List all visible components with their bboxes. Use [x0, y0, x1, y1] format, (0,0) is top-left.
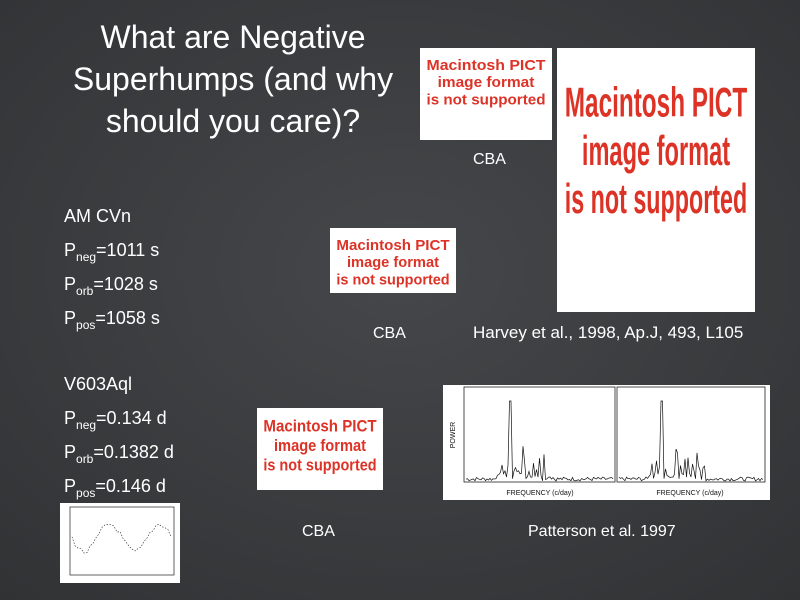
placeholder-text: is not supported: [426, 91, 545, 108]
period-symbol: P: [64, 274, 76, 294]
placeholder-text: is not supported: [565, 175, 747, 222]
star-name: V603Aql: [64, 374, 132, 394]
spectrum-plot: POWER FREQUENCY (c/day) FREQUENCY (c/day): [443, 385, 770, 500]
period-subscript: orb: [76, 452, 94, 466]
title-line: should you care)?: [106, 103, 360, 139]
period-value: =1028 s: [93, 274, 158, 294]
placeholder-box: [420, 48, 552, 140]
placeholder-text: image format: [347, 254, 439, 271]
spectrum-trace: [618, 400, 764, 482]
placeholder-text: image format: [582, 127, 730, 174]
period: Porb=1028 s: [64, 274, 158, 298]
title-line: What are Negative: [100, 19, 365, 55]
period-value: =0.146 d: [95, 476, 166, 496]
axis-label: FREQUENCY (c/day): [506, 490, 573, 497]
spectrum-trace: [465, 400, 614, 482]
axis-label: FREQUENCY (c/day): [656, 490, 723, 497]
placeholder-box: [330, 228, 456, 293]
placeholder-text: Macintosh PICT: [565, 79, 748, 126]
placeholder-box: [557, 48, 755, 312]
period: Ppos=1058 s: [64, 308, 160, 332]
period-subscript: neg: [76, 418, 96, 432]
caption: CBA: [473, 151, 506, 168]
period-symbol: P: [64, 308, 76, 328]
placeholder-text: Macintosh PICT: [426, 57, 545, 74]
period: Ppos=0.146 d: [64, 476, 166, 500]
plot-panel: [616, 386, 766, 483]
period: Pneg=0.134 d: [64, 408, 167, 432]
period: Pneg=1011 s: [64, 240, 159, 264]
period-subscript: pos: [76, 486, 95, 500]
placeholder-text: Macintosh PICT: [263, 417, 377, 436]
period-value: =1011 s: [96, 240, 159, 260]
period-subscript: neg: [76, 250, 96, 264]
axis-label: POWER: [450, 422, 457, 448]
plot-frame: [443, 385, 770, 500]
light-curve-plot: [60, 503, 180, 583]
plot-panel: [463, 386, 616, 483]
placeholder-text: image format: [274, 436, 366, 455]
period-subscript: pos: [76, 318, 95, 332]
placeholder-text: is not supported: [336, 271, 449, 288]
period-value: =0.134 d: [96, 408, 167, 428]
period-symbol: P: [64, 476, 76, 496]
period-symbol: P: [64, 442, 76, 462]
title-line: Superhumps (and why: [73, 61, 393, 97]
reference: Patterson et al. 1997: [528, 523, 676, 540]
star-name: AM CVn: [64, 206, 131, 226]
plot-frame: [60, 503, 180, 583]
period-value: =1058 s: [95, 308, 160, 328]
period-value: =0.1382 d: [93, 442, 174, 462]
placeholder-box: [257, 408, 383, 490]
caption: CBA: [302, 523, 335, 540]
caption: CBA: [373, 325, 406, 342]
plot-panel: [69, 506, 175, 576]
period-subscript: orb: [76, 284, 94, 298]
placeholder-text: is not supported: [263, 456, 376, 475]
light-curve: [71, 523, 172, 554]
placeholder-text: image format: [438, 74, 535, 91]
period: Porb=0.1382 d: [64, 442, 174, 466]
period-symbol: P: [64, 240, 76, 260]
reference: Harvey et al., 1998, Ap.J, 493, L105: [473, 323, 743, 342]
period-symbol: P: [64, 408, 76, 428]
placeholder-text: Macintosh PICT: [336, 237, 449, 254]
